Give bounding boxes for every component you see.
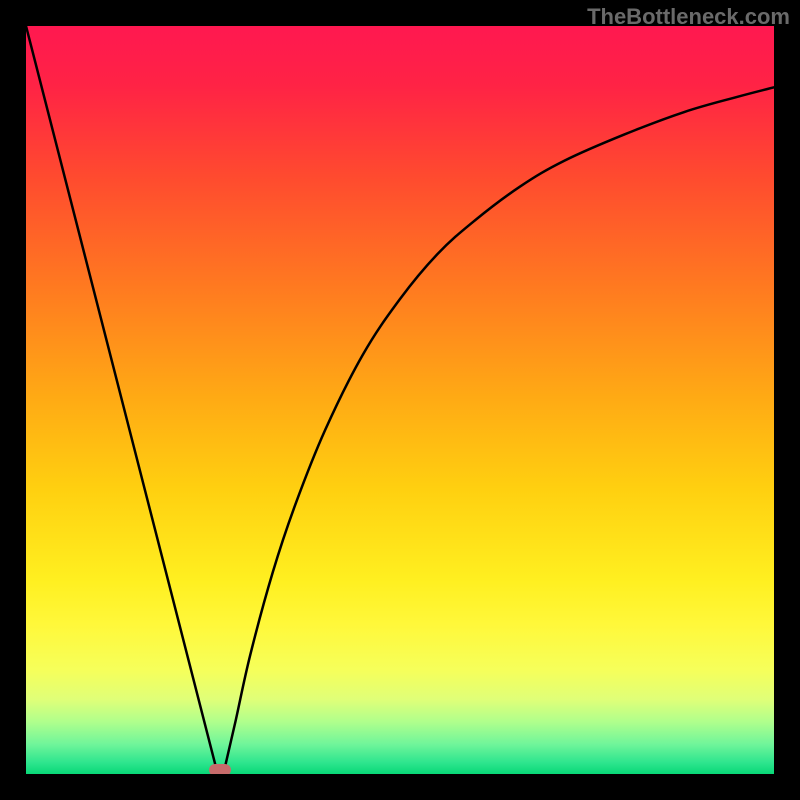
chart-root: TheBottleneck.com xyxy=(0,0,800,800)
watermark-text: TheBottleneck.com xyxy=(587,4,790,30)
vertex-marker xyxy=(209,764,231,774)
plot-area xyxy=(26,26,774,774)
left-line xyxy=(26,26,217,770)
right-curve xyxy=(224,87,774,770)
curve-layer xyxy=(26,26,774,774)
